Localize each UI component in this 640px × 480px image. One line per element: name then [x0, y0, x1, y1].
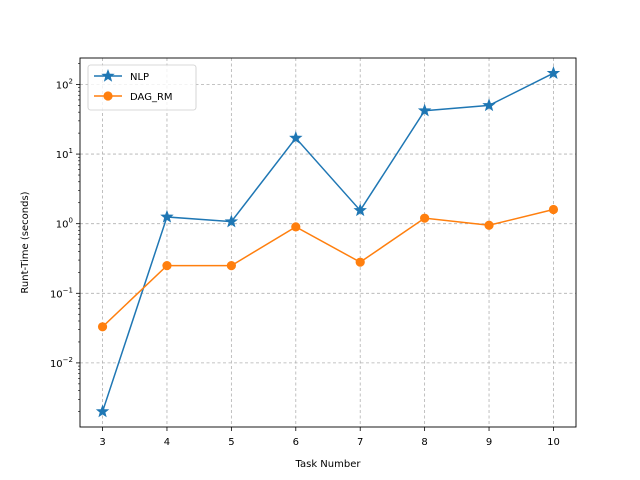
series-dag-rm-point — [291, 222, 301, 232]
legend-marker-dag-rm — [103, 91, 113, 101]
series-dag-rm-point — [97, 322, 108, 332]
x-axis-ticks: 3 4 5 6 7 8 9 10 — [99, 427, 560, 448]
plot-frame — [79, 57, 577, 428]
series-nlp-point — [224, 214, 239, 228]
x-tick-label: 10 — [547, 437, 560, 448]
x-tick-label: 7 — [357, 437, 363, 448]
series-dag-rm — [97, 204, 559, 332]
legend-label-nlp: NLP — [130, 72, 149, 83]
x-tick-label: 6 — [293, 437, 299, 448]
series-dag-rm-point — [162, 260, 172, 271]
series-nlp-point — [417, 103, 432, 117]
legend-label-dag-rm: DAG_RM — [130, 92, 173, 103]
series-dag-rm-point — [420, 213, 430, 223]
x-tick-label: 9 — [486, 437, 492, 448]
y-tick-label: 10−1 — [50, 286, 73, 300]
series-nlp-point — [353, 203, 367, 217]
x-axis-title: Task Number — [295, 459, 362, 470]
series-dag-rm-point — [226, 260, 236, 271]
series-nlp-point — [482, 98, 496, 112]
x-tick-label: 4 — [164, 437, 170, 448]
series-dag-rm-point — [484, 220, 494, 230]
x-tick-label: 3 — [99, 437, 105, 448]
y-tick-label: 101 — [56, 147, 73, 161]
y-axis-ticks: 10−2 10−1 100 101 102 — [50, 63, 80, 412]
x-tick-label: 8 — [421, 437, 427, 448]
y-tick-label: 10−2 — [50, 356, 73, 370]
y-tick-label: 102 — [56, 77, 73, 91]
legend-marker-nlp — [101, 68, 115, 82]
y-axis-title: Runt-Time (seconds) — [20, 191, 31, 293]
y-tick-label: 100 — [56, 217, 73, 231]
series-nlp-point — [546, 66, 561, 79]
series-nlp-point — [289, 130, 303, 144]
series-dag-rm-point — [355, 257, 365, 267]
x-tick-label: 5 — [228, 437, 234, 448]
series-nlp — [95, 66, 561, 418]
series-nlp-point — [95, 404, 110, 418]
plot-series — [95, 66, 561, 418]
series-nlp-line — [101, 72, 554, 412]
legend: NLP DAG_RM — [87, 64, 197, 111]
series-dag-rm-point — [548, 204, 559, 215]
series-dag-rm-line — [102, 208, 554, 328]
series-nlp-point — [160, 209, 174, 223]
